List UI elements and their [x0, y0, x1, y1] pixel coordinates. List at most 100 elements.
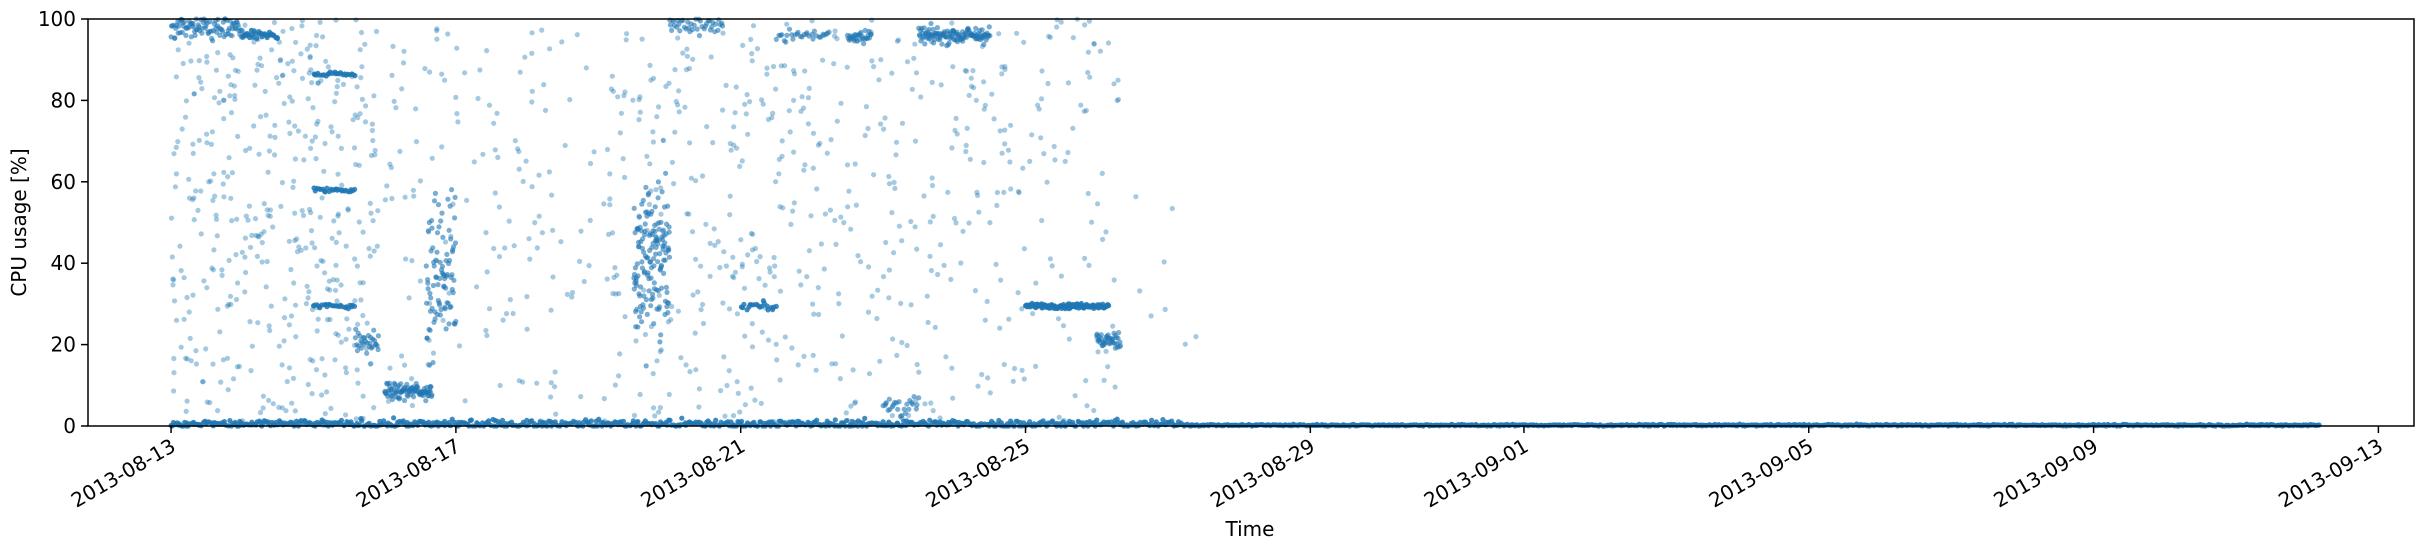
data-point [444, 251, 450, 257]
data-point [741, 301, 747, 307]
data-point [795, 362, 801, 368]
data-point [770, 63, 777, 70]
data-point [608, 86, 615, 92]
data-point [497, 382, 503, 389]
data-point [689, 27, 696, 33]
data-point [881, 126, 887, 132]
data-point [437, 259, 443, 265]
data-point [829, 361, 835, 367]
data-point [658, 185, 664, 191]
data-point [925, 319, 931, 325]
data-point [431, 263, 437, 269]
data-point [684, 46, 690, 52]
data-point [999, 64, 1005, 70]
data-point [260, 405, 266, 411]
data-point [315, 80, 321, 86]
data-point [255, 320, 261, 326]
data-point [369, 121, 375, 127]
data-point [612, 265, 618, 271]
data-point [976, 209, 982, 215]
data-point [636, 214, 643, 220]
data-point [949, 145, 955, 151]
data-point [1112, 384, 1118, 390]
data-point [523, 158, 529, 164]
data-point [1021, 39, 1027, 45]
data-point [665, 319, 672, 325]
y-tick-label: 80 [51, 88, 76, 112]
data-point [403, 256, 409, 262]
data-point [656, 104, 662, 110]
data-point [646, 190, 652, 196]
data-point [1111, 81, 1117, 87]
data-point [356, 219, 362, 225]
data-point [276, 80, 282, 86]
data-point [749, 321, 755, 327]
data-point [1084, 403, 1090, 409]
data-point [319, 356, 325, 362]
data-point [894, 352, 900, 358]
data-point [437, 312, 443, 318]
data-point [190, 150, 196, 156]
data-point [276, 343, 282, 349]
data-point [286, 238, 292, 244]
data-point [539, 230, 546, 236]
data-point [622, 89, 628, 95]
data-point [314, 328, 320, 334]
data-point [249, 232, 255, 238]
data-point [688, 175, 695, 181]
data-point [780, 205, 786, 211]
data-point [431, 198, 438, 204]
data-point [776, 156, 782, 162]
data-point [355, 380, 361, 386]
data-point [853, 202, 860, 208]
data-point [945, 189, 951, 195]
data-point [221, 97, 227, 103]
data-point [666, 300, 672, 306]
data-point [838, 100, 844, 106]
data-point [839, 333, 845, 339]
data-point [916, 369, 922, 375]
data-point [432, 316, 438, 322]
data-point [517, 69, 523, 75]
data-point [1193, 334, 1199, 340]
data-point [228, 82, 234, 88]
data-point [791, 97, 797, 103]
data-point [678, 355, 684, 361]
data-point [267, 207, 273, 213]
data-point [313, 156, 319, 162]
data-point [858, 259, 864, 265]
data-point [614, 272, 620, 278]
data-point [786, 26, 793, 32]
data-point [483, 230, 489, 236]
data-point [764, 65, 770, 71]
data-point [1002, 64, 1008, 70]
data-point [1099, 170, 1105, 176]
data-point [616, 290, 622, 297]
data-point [776, 171, 782, 177]
data-point [524, 294, 530, 300]
data-point [968, 75, 974, 81]
data-point [1052, 157, 1058, 163]
data-point [247, 244, 254, 250]
data-point [743, 111, 749, 117]
data-point [1033, 363, 1039, 369]
data-point [229, 170, 235, 176]
data-point [648, 275, 654, 281]
data-point [333, 262, 339, 268]
data-point [728, 147, 734, 153]
data-point [232, 96, 238, 102]
data-point [170, 282, 176, 288]
data-point [876, 77, 882, 83]
data-point [305, 295, 311, 301]
data-point [652, 413, 658, 419]
data-point [186, 176, 192, 182]
data-point [440, 317, 446, 323]
data-point [352, 112, 358, 118]
data-point [375, 346, 381, 353]
data-point [1016, 188, 1022, 195]
data-point [471, 159, 477, 165]
data-point [434, 249, 440, 255]
data-point [451, 277, 457, 283]
data-point [583, 65, 589, 71]
data-point [650, 139, 657, 145]
